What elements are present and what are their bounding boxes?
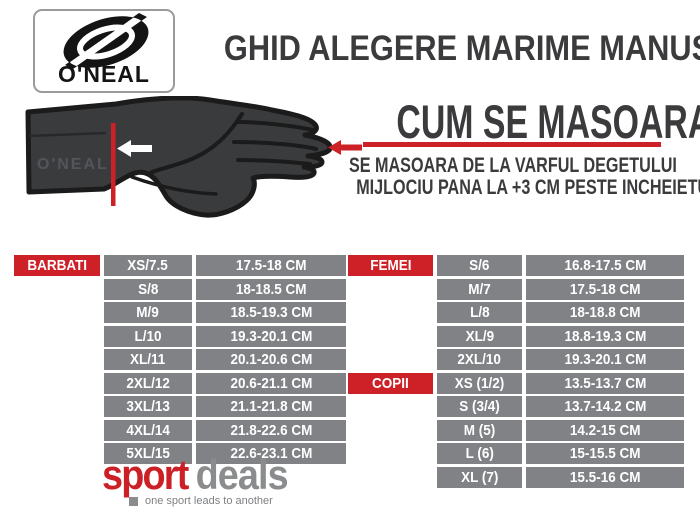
measure-title: CUM SE MASOARA (335, 98, 700, 145)
measure-title-text: CUM SE MASOARA (396, 95, 700, 148)
glove-outline (25, 96, 333, 218)
range-cell: 15-15.5 CM (526, 443, 684, 464)
finger-crease-3 (236, 158, 312, 166)
range-cell: 14.2-15 CM (526, 419, 684, 441)
measure-instructions-line2: MIJLOCIU PANA LA +3 CM PESTE INCHEIETURA (356, 175, 700, 199)
range-cell: 20.6-21.1 CM (196, 372, 346, 394)
label-spacer (14, 373, 100, 394)
label-spacer (14, 349, 100, 370)
square-bullet-icon (129, 496, 138, 506)
label-spacer (348, 349, 433, 370)
range-cell: 21.8-22.6 CM (196, 419, 346, 441)
oneal-wordmark: O'NEAL (58, 61, 150, 87)
label-spacer (348, 396, 433, 417)
label-spacer (14, 302, 100, 323)
size-cell: XL (7) (437, 466, 522, 488)
page-title: GHID ALEGERE MARIME MANUSI (190, 29, 700, 68)
label-spacer (14, 279, 100, 300)
range-cell: 18-18.8 CM (526, 302, 684, 323)
women-kids-size-table: FEMEI S/6 16.8-17.5 CM M/7 17.5-18 CM L/… (348, 255, 684, 488)
wrist-measure-line (111, 123, 116, 206)
glove-watermark: O'NEAL (37, 156, 109, 173)
size-cell: 2XL/10 (437, 349, 522, 370)
size-cell: L/8 (437, 302, 522, 323)
range-cell: 18-18.5 CM (196, 278, 346, 300)
range-cell: 20.1-20.6 CM (196, 349, 346, 370)
sportdeals-deals-text: deals (195, 451, 289, 498)
range-cell: 13.7-14.2 CM (526, 396, 684, 417)
range-cell: 21.1-21.8 CM (196, 396, 346, 417)
size-cell: L/10 (104, 325, 192, 347)
sportdeals-wordmark: sport deals (102, 451, 289, 499)
sportdeals-tagline: one sport leads to another (129, 495, 308, 507)
sportdeals-sport-text: sport (102, 451, 189, 498)
label-spacer (348, 302, 433, 323)
kids-table-label: COPII (348, 372, 433, 394)
size-cell: 2XL/12 (104, 372, 192, 394)
size-cell: S/8 (104, 278, 192, 300)
label-spacer (348, 279, 433, 300)
range-cell: 17.5-18 CM (196, 255, 346, 276)
women-table-label: FEMEI (348, 255, 433, 276)
size-cell: M/7 (437, 278, 522, 300)
label-spacer (14, 396, 100, 417)
label-spacer (348, 443, 433, 464)
size-cell: M (5) (437, 419, 522, 441)
finger-crease-2 (232, 140, 318, 151)
range-cell: 15.5-16 CM (526, 466, 684, 488)
label-spacer (348, 420, 433, 441)
size-cell: XS/7.5 (104, 255, 192, 276)
range-cell: 22.6-23.1 CM (196, 443, 346, 464)
cuff-seam-line (28, 131, 107, 138)
size-cell: 5XL/15 (104, 443, 192, 464)
measure-instructions: SE MASOARA DE LA VARFUL DEGETULUI MIJLOC… (300, 155, 700, 198)
oneal-logo: O'NEAL (33, 9, 175, 93)
men-size-table: BARBATI XS/7.5 17.5-18 CM S/8 18-18.5 CM… (14, 255, 346, 464)
range-cell: 18.8-19.3 CM (526, 325, 684, 347)
size-cell: XL/9 (437, 325, 522, 347)
size-cell: 4XL/14 (104, 419, 192, 441)
size-cell: S (3/4) (437, 396, 522, 417)
white-arrow-icon (117, 140, 152, 157)
size-cell: M/9 (104, 302, 192, 323)
range-cell: 19.3-20.1 CM (196, 325, 346, 347)
range-cell: 18.5-19.3 CM (196, 302, 346, 323)
label-spacer (14, 420, 100, 441)
range-cell: 19.3-20.1 CM (526, 349, 684, 370)
size-cell: L (6) (437, 443, 522, 464)
tagline-text: one sport leads to another (145, 495, 273, 507)
red-underline (363, 142, 661, 147)
label-spacer (348, 467, 433, 488)
thumb-crease (130, 175, 218, 196)
size-cell: 3XL/13 (104, 396, 192, 417)
size-cell: S/6 (437, 255, 522, 276)
oneal-emblem-icon (63, 13, 149, 69)
label-spacer (14, 326, 100, 347)
sportdeals-logo: sport deals one sport leads to another (102, 451, 308, 507)
range-cell: 17.5-18 CM (526, 278, 684, 300)
label-spacer (348, 326, 433, 347)
men-table-label: BARBATI (14, 255, 100, 276)
finger-crease-1 (236, 120, 315, 132)
size-cell: XL/11 (104, 349, 192, 370)
range-cell: 16.8-17.5 CM (526, 255, 684, 276)
label-spacer (14, 443, 100, 464)
red-arrow-icon (328, 140, 362, 155)
range-cell: 13.5-13.7 CM (526, 372, 684, 394)
glove-illustration: O'NEAL (25, 96, 333, 218)
size-cell: XS (1/2) (437, 372, 522, 394)
page-title-text: GHID ALEGERE MARIME MANUSI (223, 29, 700, 68)
measure-instructions-line1: SE MASOARA DE LA VARFUL DEGETULUI (348, 154, 677, 177)
palm-crease (148, 112, 244, 175)
